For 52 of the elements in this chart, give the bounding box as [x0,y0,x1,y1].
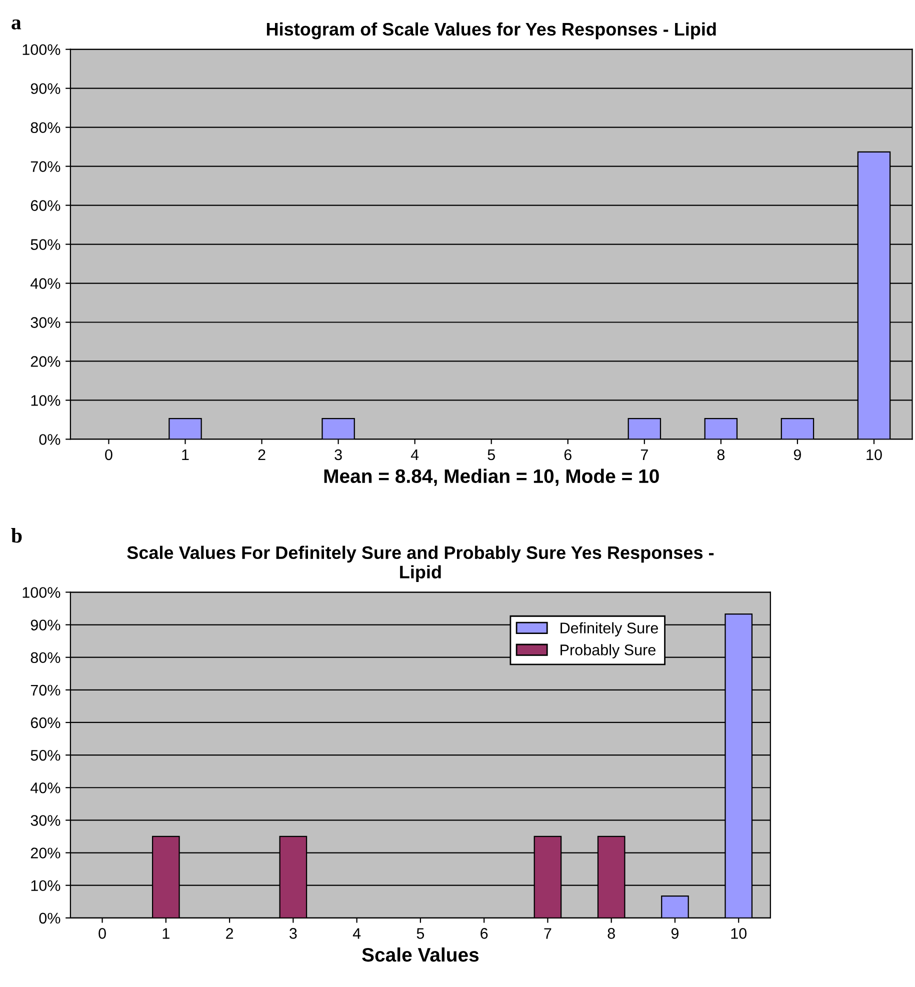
chart-title: Histogram of Scale Values for Yes Responses - Lipid [266,22,716,40]
y-tick-label: 70% [30,161,60,172]
chart-title: Scale Values For Definitely Sure and Probably Sure Yes Responses - Lipid [127,546,714,582]
x-tick-label: 4 [410,450,419,460]
x-tick-label: 7 [640,450,648,460]
x-tick-label: 8 [608,928,615,939]
x-tick-label: 1 [182,450,189,460]
y-tick-label: 30% [30,815,60,826]
x-axis-title: Mean = 8.84, Median = 10, Mode = 10 [324,468,659,486]
x-tick-label: 7 [544,928,552,939]
legend-label: Probably Sure [560,644,656,658]
y-tick-label: 80% [30,122,60,134]
y-tick-label: 0% [39,434,60,445]
x-tick-label: 9 [794,449,801,460]
y-tick-label: 90% [30,83,60,94]
x-tick-label: 10 [731,928,747,939]
y-tick-label: 50% [30,239,60,250]
y-tick-label: 100% [22,587,60,598]
x-tick-label: 0 [105,449,112,460]
y-tick-label: 60% [30,717,60,728]
x-tick-label: 2 [226,928,234,939]
y-tick-label: 10% [31,395,60,406]
x-tick-label: 8 [717,449,725,460]
y-tick-label: 20% [30,848,60,858]
text: b [11,528,22,543]
x-tick-label: 4 [352,928,361,939]
x-tick-label: 6 [480,928,488,939]
y-tick-label: 10% [31,880,60,892]
x-tick-label: 5 [488,450,495,460]
x-tick-label: 1 [162,928,170,939]
x-tick-label: 9 [671,928,679,939]
x-tick-label: 10 [866,449,882,460]
x-axis-title: Scale Values [362,947,479,962]
legend-label: Definitely Sure [560,622,658,636]
y-tick-label: 0% [39,912,60,924]
text: a [12,19,22,30]
y-tick-label: 30% [30,317,60,328]
x-tick-label: 3 [290,928,297,939]
y-tick-label: 40% [30,278,60,289]
y-tick-label: 20% [30,356,60,367]
y-tick-label: 50% [30,750,60,761]
y-tick-label: 100% [22,44,60,56]
x-tick-label: 2 [258,449,266,460]
y-tick-label: 80% [30,652,60,664]
y-tick-label: 70% [30,684,60,696]
y-tick-label: 90% [30,620,60,630]
y-tick-label: 60% [30,200,60,211]
x-tick-label: 5 [416,928,424,939]
x-tick-label: 6 [564,449,572,460]
x-tick-label: 0 [98,928,106,939]
y-tick-label: 40% [30,782,60,794]
x-tick-label: 3 [334,449,342,460]
